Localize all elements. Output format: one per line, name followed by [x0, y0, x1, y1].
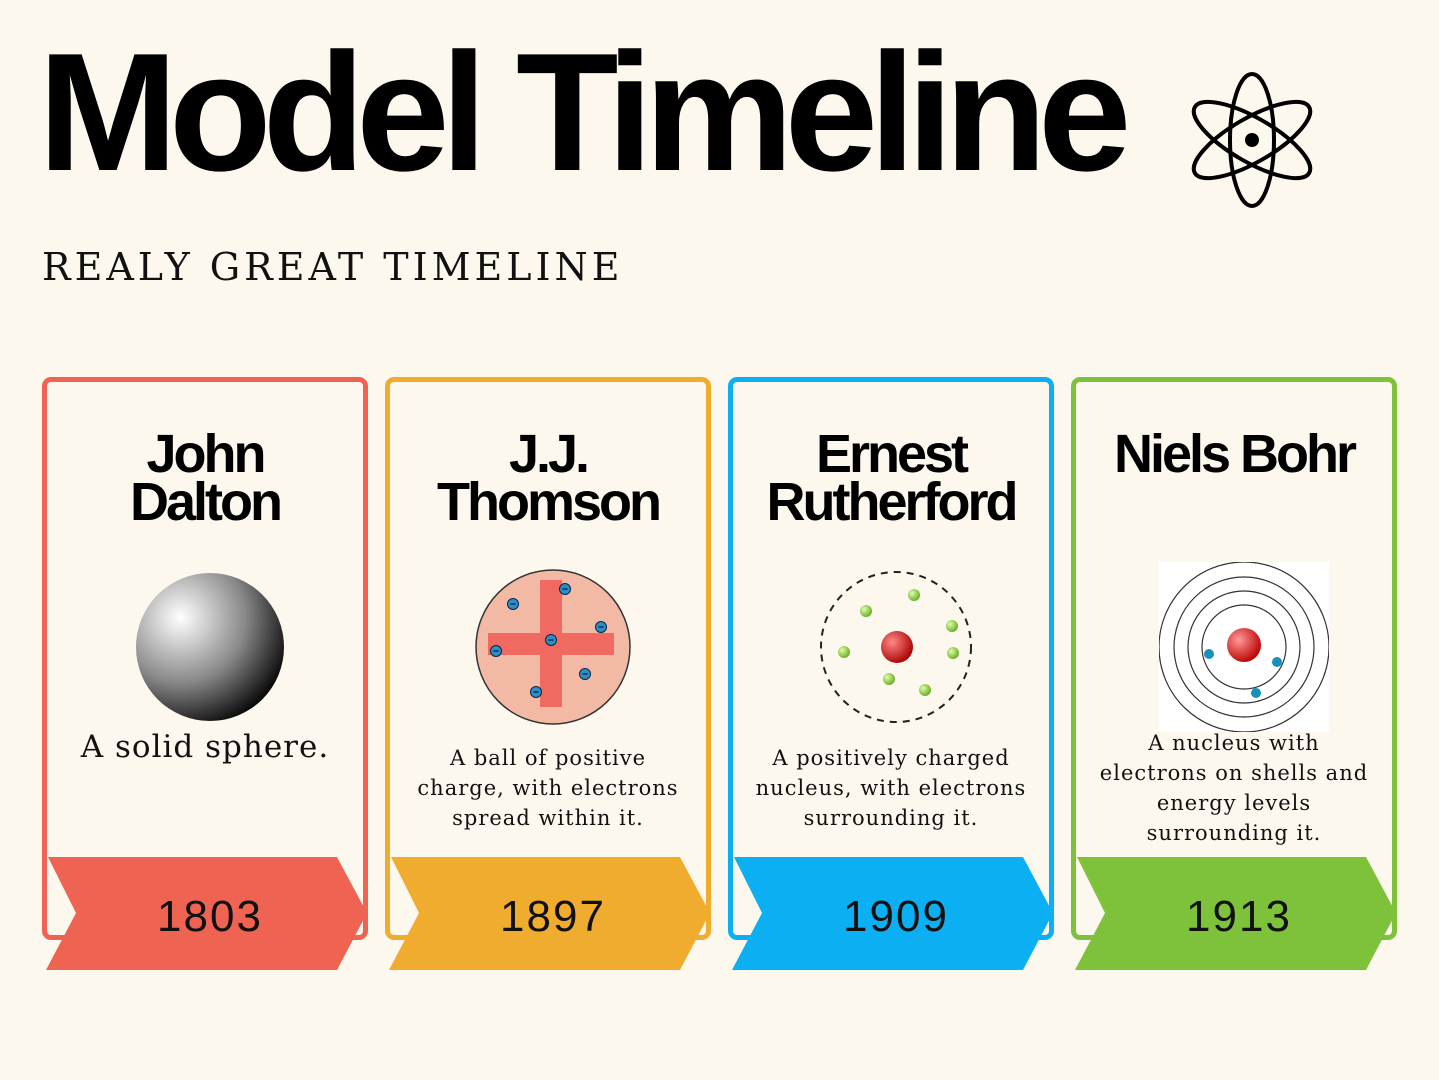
card-year: 1913 [1186, 891, 1292, 941]
name-line: Thomson [437, 472, 662, 532]
card-description: A ball of positive charge, with electron… [417, 746, 679, 830]
model-illustration [1159, 562, 1329, 732]
model-illustration [136, 573, 284, 721]
card-name: John Dalton [47, 424, 363, 532]
name-line: Dalton [130, 472, 283, 532]
year-ribbon [732, 857, 1053, 970]
year-ribbon [46, 857, 367, 970]
card-description: A solid sphere. [80, 729, 330, 765]
title: Model Timeline [38, 18, 1131, 206]
name-line: Niels Bohr [1113, 424, 1357, 484]
card: John Dalton A solid sphere. 1803 [42, 377, 368, 970]
card-description: A nucleus with electrons on shells and e… [1099, 731, 1369, 845]
card: J.J. Thomson A ball of positive charge, w… [385, 377, 711, 970]
card-name: Ernest Rutherford [733, 424, 1049, 532]
name-line: Rutherford [766, 472, 1019, 532]
card: Ernest Rutherford A positively charged nu… [728, 377, 1054, 970]
card-year: 1909 [843, 891, 949, 941]
subtitle: REALY GREAT TIMELINE [42, 245, 624, 289]
card-year: 1897 [500, 891, 606, 941]
name-line: J.J. [508, 424, 590, 484]
year-ribbon [1075, 857, 1396, 970]
atom-icon [1191, 72, 1313, 208]
name-line: John [146, 424, 267, 484]
model-illustration [820, 571, 972, 723]
year-ribbon [389, 857, 710, 970]
card-year: 1803 [157, 891, 263, 941]
name-line: Ernest [815, 424, 969, 484]
card: Niels Bohr A nucleus with electrons on s… [1071, 377, 1397, 970]
card-name: J.J. Thomson [390, 424, 706, 532]
card-name: Niels Bohr [1076, 424, 1392, 484]
card-description: A positively charged nucleus, with elect… [755, 746, 1027, 830]
model-illustration [475, 569, 631, 725]
